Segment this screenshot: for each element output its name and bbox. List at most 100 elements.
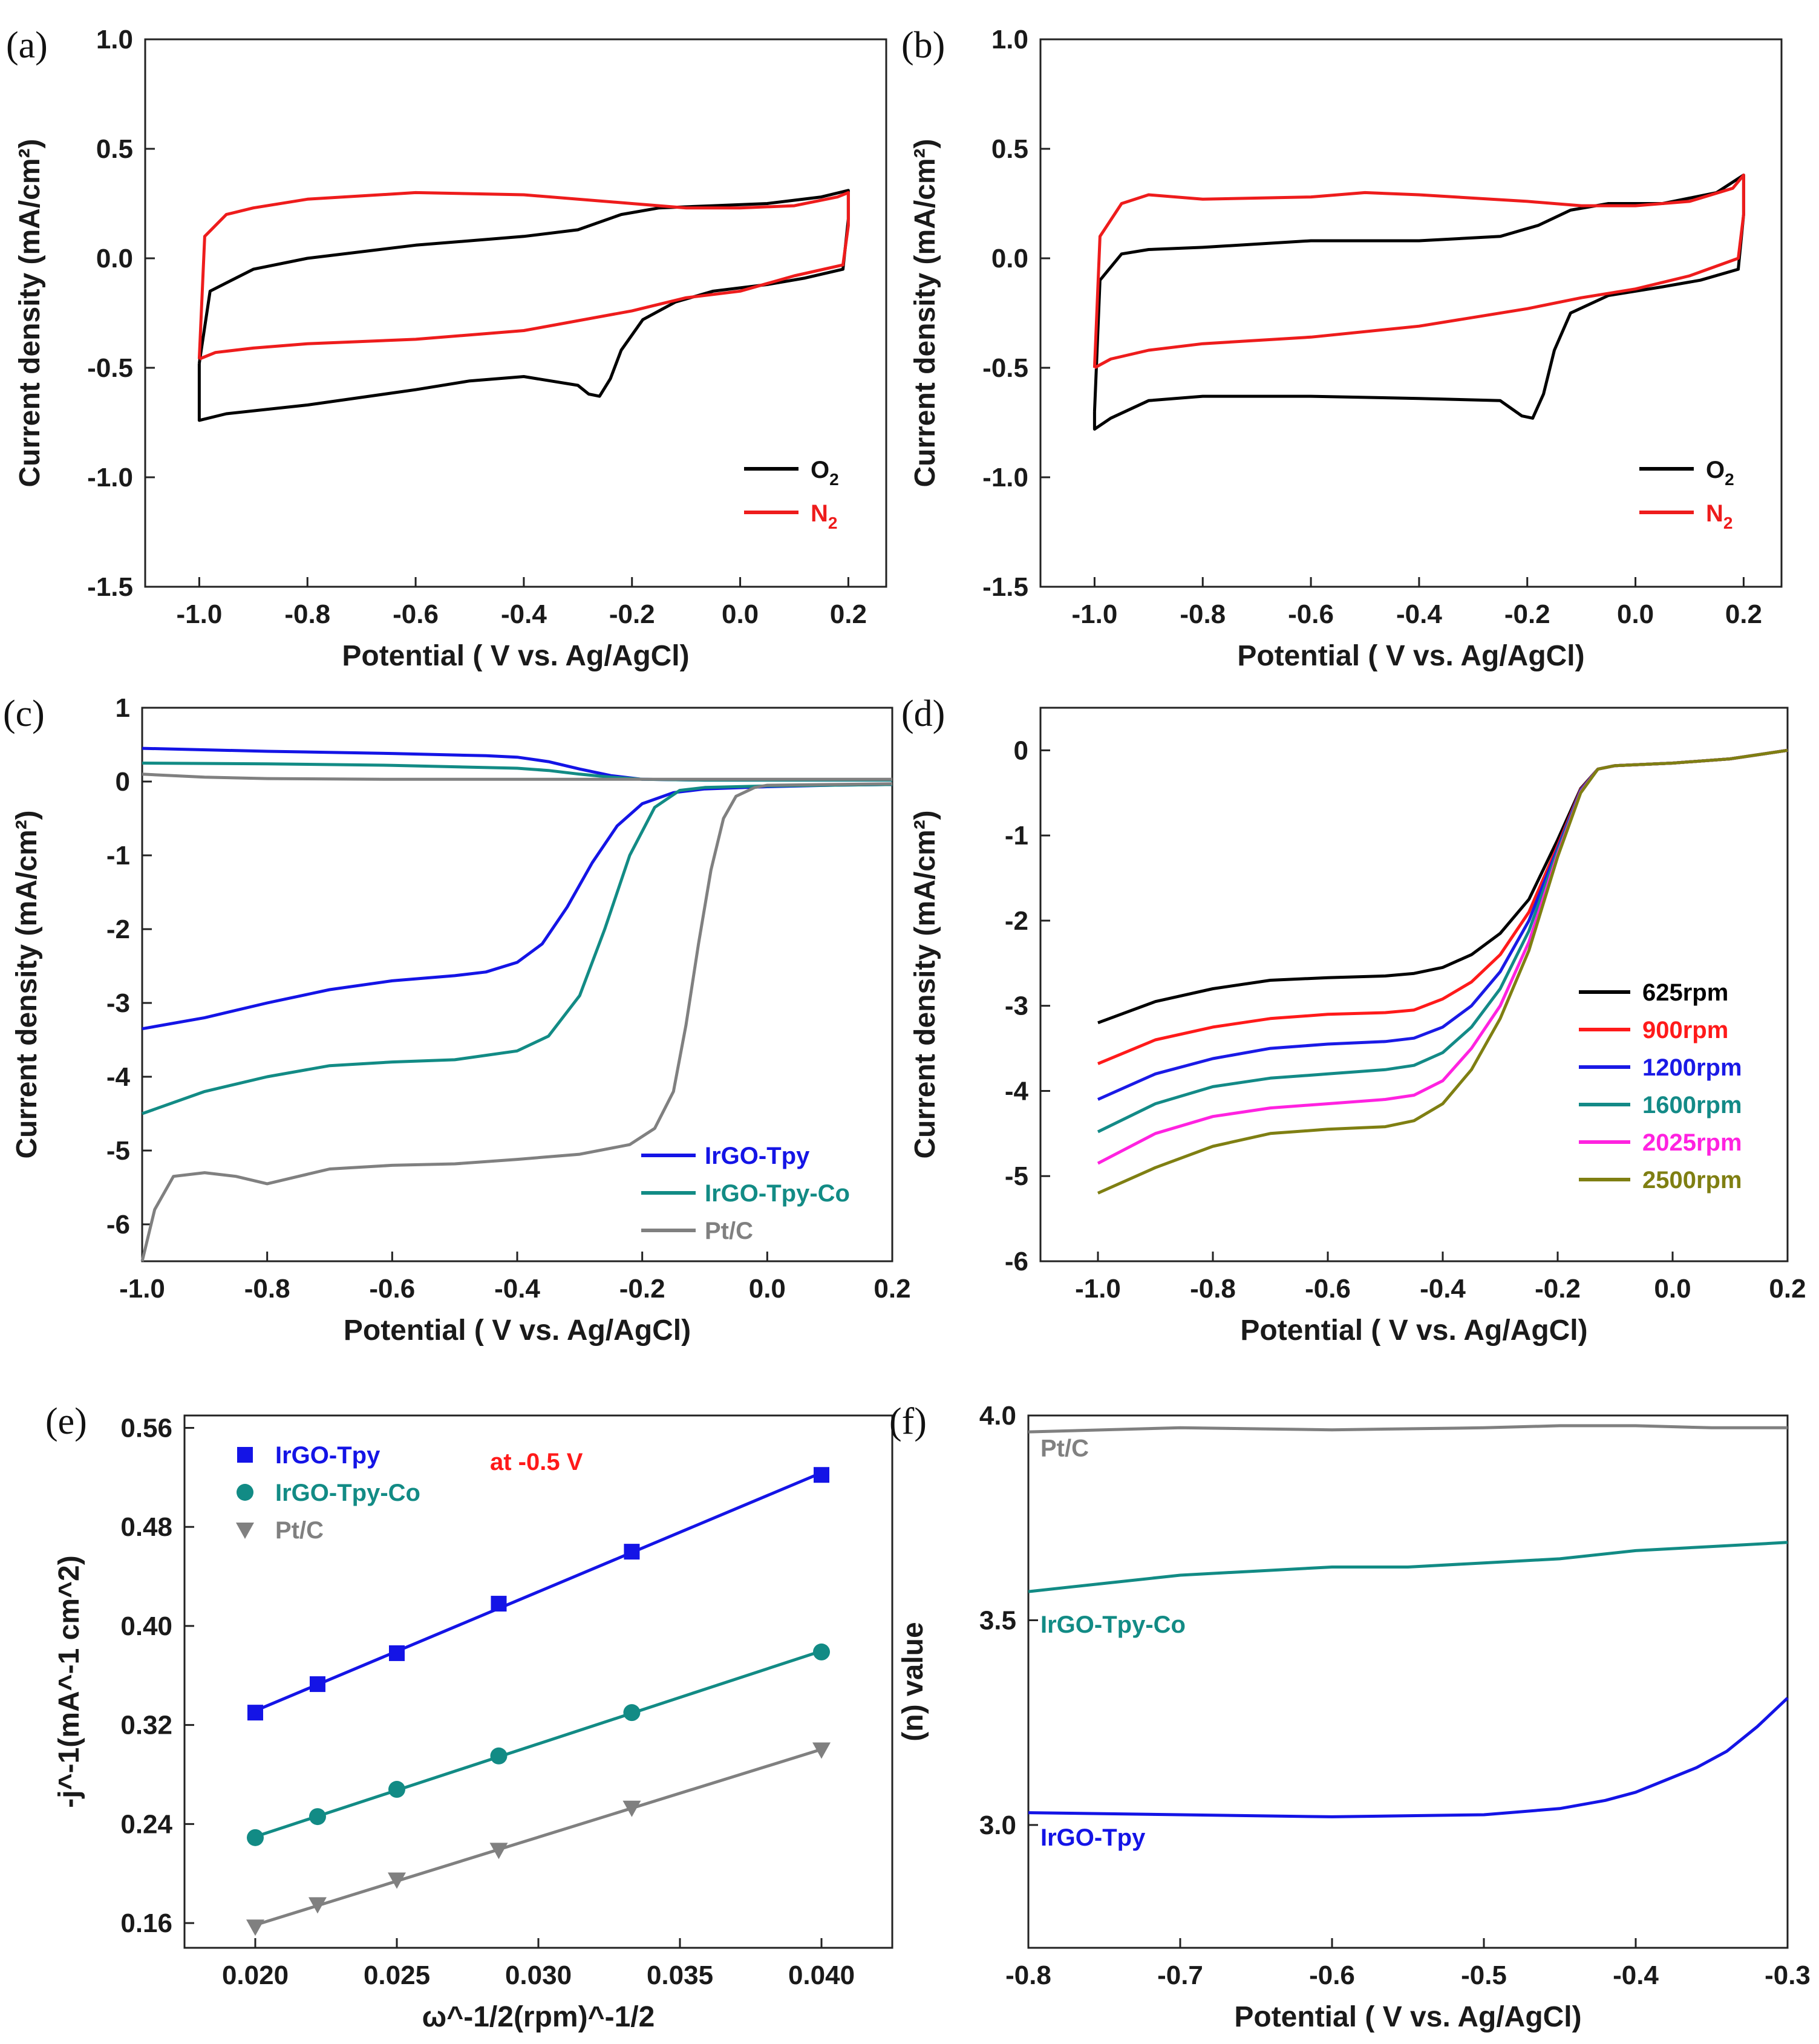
chart-panel-0: (a) -1.0 -0.8 -0.6 -0.4 -0.2 0.0 0.2 -1.5 -1.0 -0.…	[6, 25, 887, 672]
plot-frame	[1039, 707, 1789, 1262]
panel-label: (a)	[6, 25, 48, 66]
x-tick-label: -1.0	[1072, 599, 1118, 629]
plot-frame	[141, 707, 893, 1262]
x-tick-label: -0.3	[1765, 1961, 1811, 1990]
x-tick-label: 0.025	[364, 1961, 430, 1990]
annotation-label: at -0.5 V	[490, 1449, 583, 1475]
y-axis-label: Current density (mA/cm²)	[11, 810, 43, 1158]
y-tick-label: -1.5	[87, 572, 133, 602]
x-tick-label: -0.6	[1309, 1961, 1355, 1990]
legend-label: N2	[1706, 500, 1732, 532]
x-tick-label: -1.0	[119, 1274, 165, 1304]
series-line-N	[197, 191, 850, 361]
data-point	[308, 1897, 327, 1914]
series-inline-label: IrGO-Tpy-Co	[1040, 1611, 1186, 1638]
x-tick-label: 0.2	[1725, 599, 1762, 629]
chart-panel-1: (b) -1.0 -0.8 -0.6 -0.4 -0.2 0.0 0.2 -1.5 -1.0 -0.…	[901, 25, 1783, 672]
x-tick-label: 0.2	[830, 599, 867, 629]
data-point	[247, 1829, 264, 1846]
data-point	[491, 1596, 507, 1612]
y-tick-label: 0.0	[991, 244, 1028, 273]
series-line-Pt/C (ring)	[142, 772, 892, 781]
panel-label: (c)	[3, 693, 45, 734]
legend-label: N2	[811, 500, 837, 532]
x-axis-label: Potential ( V vs. Ag/AgCl)	[1234, 2001, 1581, 2033]
data-point	[247, 1705, 263, 1721]
y-tick-label: 0.56	[120, 1413, 172, 1443]
y-tick-label: -3	[1005, 991, 1028, 1021]
data-point	[490, 1747, 508, 1765]
x-tick-label: -0.8	[1005, 1961, 1051, 1990]
series-line-N	[1092, 173, 1745, 370]
legend-label: O2	[1706, 457, 1734, 489]
y-tick-label: 1.0	[991, 25, 1028, 54]
series-inline-label: IrGO-Tpy	[1040, 1824, 1146, 1851]
y-axis-label: -j^-1(mA^-1 cm^2)	[53, 1555, 85, 1808]
x-tick-label: 0.030	[505, 1961, 572, 1990]
x-tick-label: -1.0	[177, 599, 223, 629]
x-tick-label: -0.5	[1461, 1961, 1507, 1990]
x-tick-label: -0.4	[501, 599, 547, 629]
series-line-O	[197, 189, 850, 422]
x-tick-label: 0.0	[749, 1274, 786, 1304]
y-axis-label: (n) value	[897, 1622, 929, 1741]
y-tick-label: -3	[106, 988, 130, 1018]
data-point	[309, 1676, 325, 1693]
x-axis-label: Potential ( V vs. Ag/AgCl)	[342, 640, 689, 672]
x-tick-label: -0.4	[1396, 599, 1442, 629]
series-inline-label: Pt/C	[1040, 1435, 1089, 1462]
x-tick-label: -0.6	[393, 599, 439, 629]
data-point	[388, 1781, 405, 1798]
series-line-IrGO-Tpy-Co	[1028, 1541, 1788, 1593]
y-tick-label: 3.5	[979, 1605, 1016, 1635]
chart-panel-2: (c) -1.0 -0.8 -0.6 -0.4 -0.2 0.0 0.2 -6 -5 -4 -3 -2 -…	[3, 693, 911, 1347]
legend-label: IrGO-Tpy-Co	[705, 1180, 850, 1207]
y-axis-label: Current density (mA/cm²)	[14, 139, 46, 487]
data-point	[812, 1742, 831, 1759]
y-tick-label: 0	[116, 767, 130, 797]
x-tick-label: -0.8	[284, 599, 330, 629]
x-tick-label: -0.2	[619, 1274, 665, 1304]
y-tick-label: 1	[116, 693, 130, 723]
y-tick-label: 0.32	[120, 1711, 172, 1740]
x-tick-label: -0.6	[1305, 1274, 1351, 1304]
x-axis-label: ω^-1/2(rpm)^-1/2	[422, 2001, 655, 2033]
y-tick-label: -1.5	[982, 572, 1028, 602]
series-line-IrGO-Tpy	[142, 783, 893, 1031]
y-tick-label: 0.16	[120, 1908, 172, 1938]
legend-label: 1200rpm	[1642, 1054, 1742, 1081]
legend-label: 2500rpm	[1642, 1167, 1742, 1193]
y-tick-label: 1.0	[96, 25, 133, 54]
fit-line-IrGO-Tpy-Co	[255, 1649, 822, 1838]
y-tick-label: -1	[1005, 821, 1028, 851]
chart-panel-5: (f) -0.8 -0.7 -0.6 -0.5 -0.4 -0.3 3.0 3.5 4.0 Pote…	[889, 1401, 1811, 2033]
legend-marker	[236, 1523, 254, 1539]
y-tick-label: 4.0	[979, 1401, 1016, 1431]
panel-label: (b)	[901, 25, 945, 66]
y-tick-label: -4	[1005, 1076, 1029, 1106]
plot-frame	[1027, 1414, 1789, 1949]
y-tick-label: -5	[1005, 1161, 1028, 1191]
data-point	[388, 1872, 406, 1889]
x-tick-label: 0.2	[1769, 1274, 1806, 1304]
plot-frame	[144, 38, 887, 588]
series-line-O	[1092, 173, 1745, 431]
series-line-IrGO-Tpy-Co	[142, 783, 893, 1115]
series-line-IrGO-Tpy	[1028, 1697, 1789, 1818]
panel-label: (f)	[889, 1401, 927, 1442]
chart-panel-3: (d) -1.0 -0.8 -0.6 -0.4 -0.2 0.0 0.2 -6 -5 -4 -3 -2 -…	[901, 693, 1806, 1347]
x-tick-label: -0.8	[1180, 599, 1226, 629]
x-tick-label: 0.0	[1654, 1274, 1691, 1304]
y-tick-label: -2	[1005, 906, 1028, 936]
x-tick-label: -1.0	[1075, 1274, 1121, 1304]
x-tick-label: -0.6	[369, 1274, 415, 1304]
data-point	[813, 1643, 830, 1660]
x-tick-label: -0.2	[1504, 599, 1550, 629]
y-tick-label: 0.5	[991, 134, 1028, 164]
y-tick-label: 0	[1014, 736, 1028, 765]
legend-label: IrGO-Tpy	[275, 1442, 380, 1469]
legend-marker	[237, 1447, 253, 1463]
y-tick-label: 3.0	[979, 1811, 1016, 1840]
series-line-Pt/C	[1028, 1424, 1788, 1434]
